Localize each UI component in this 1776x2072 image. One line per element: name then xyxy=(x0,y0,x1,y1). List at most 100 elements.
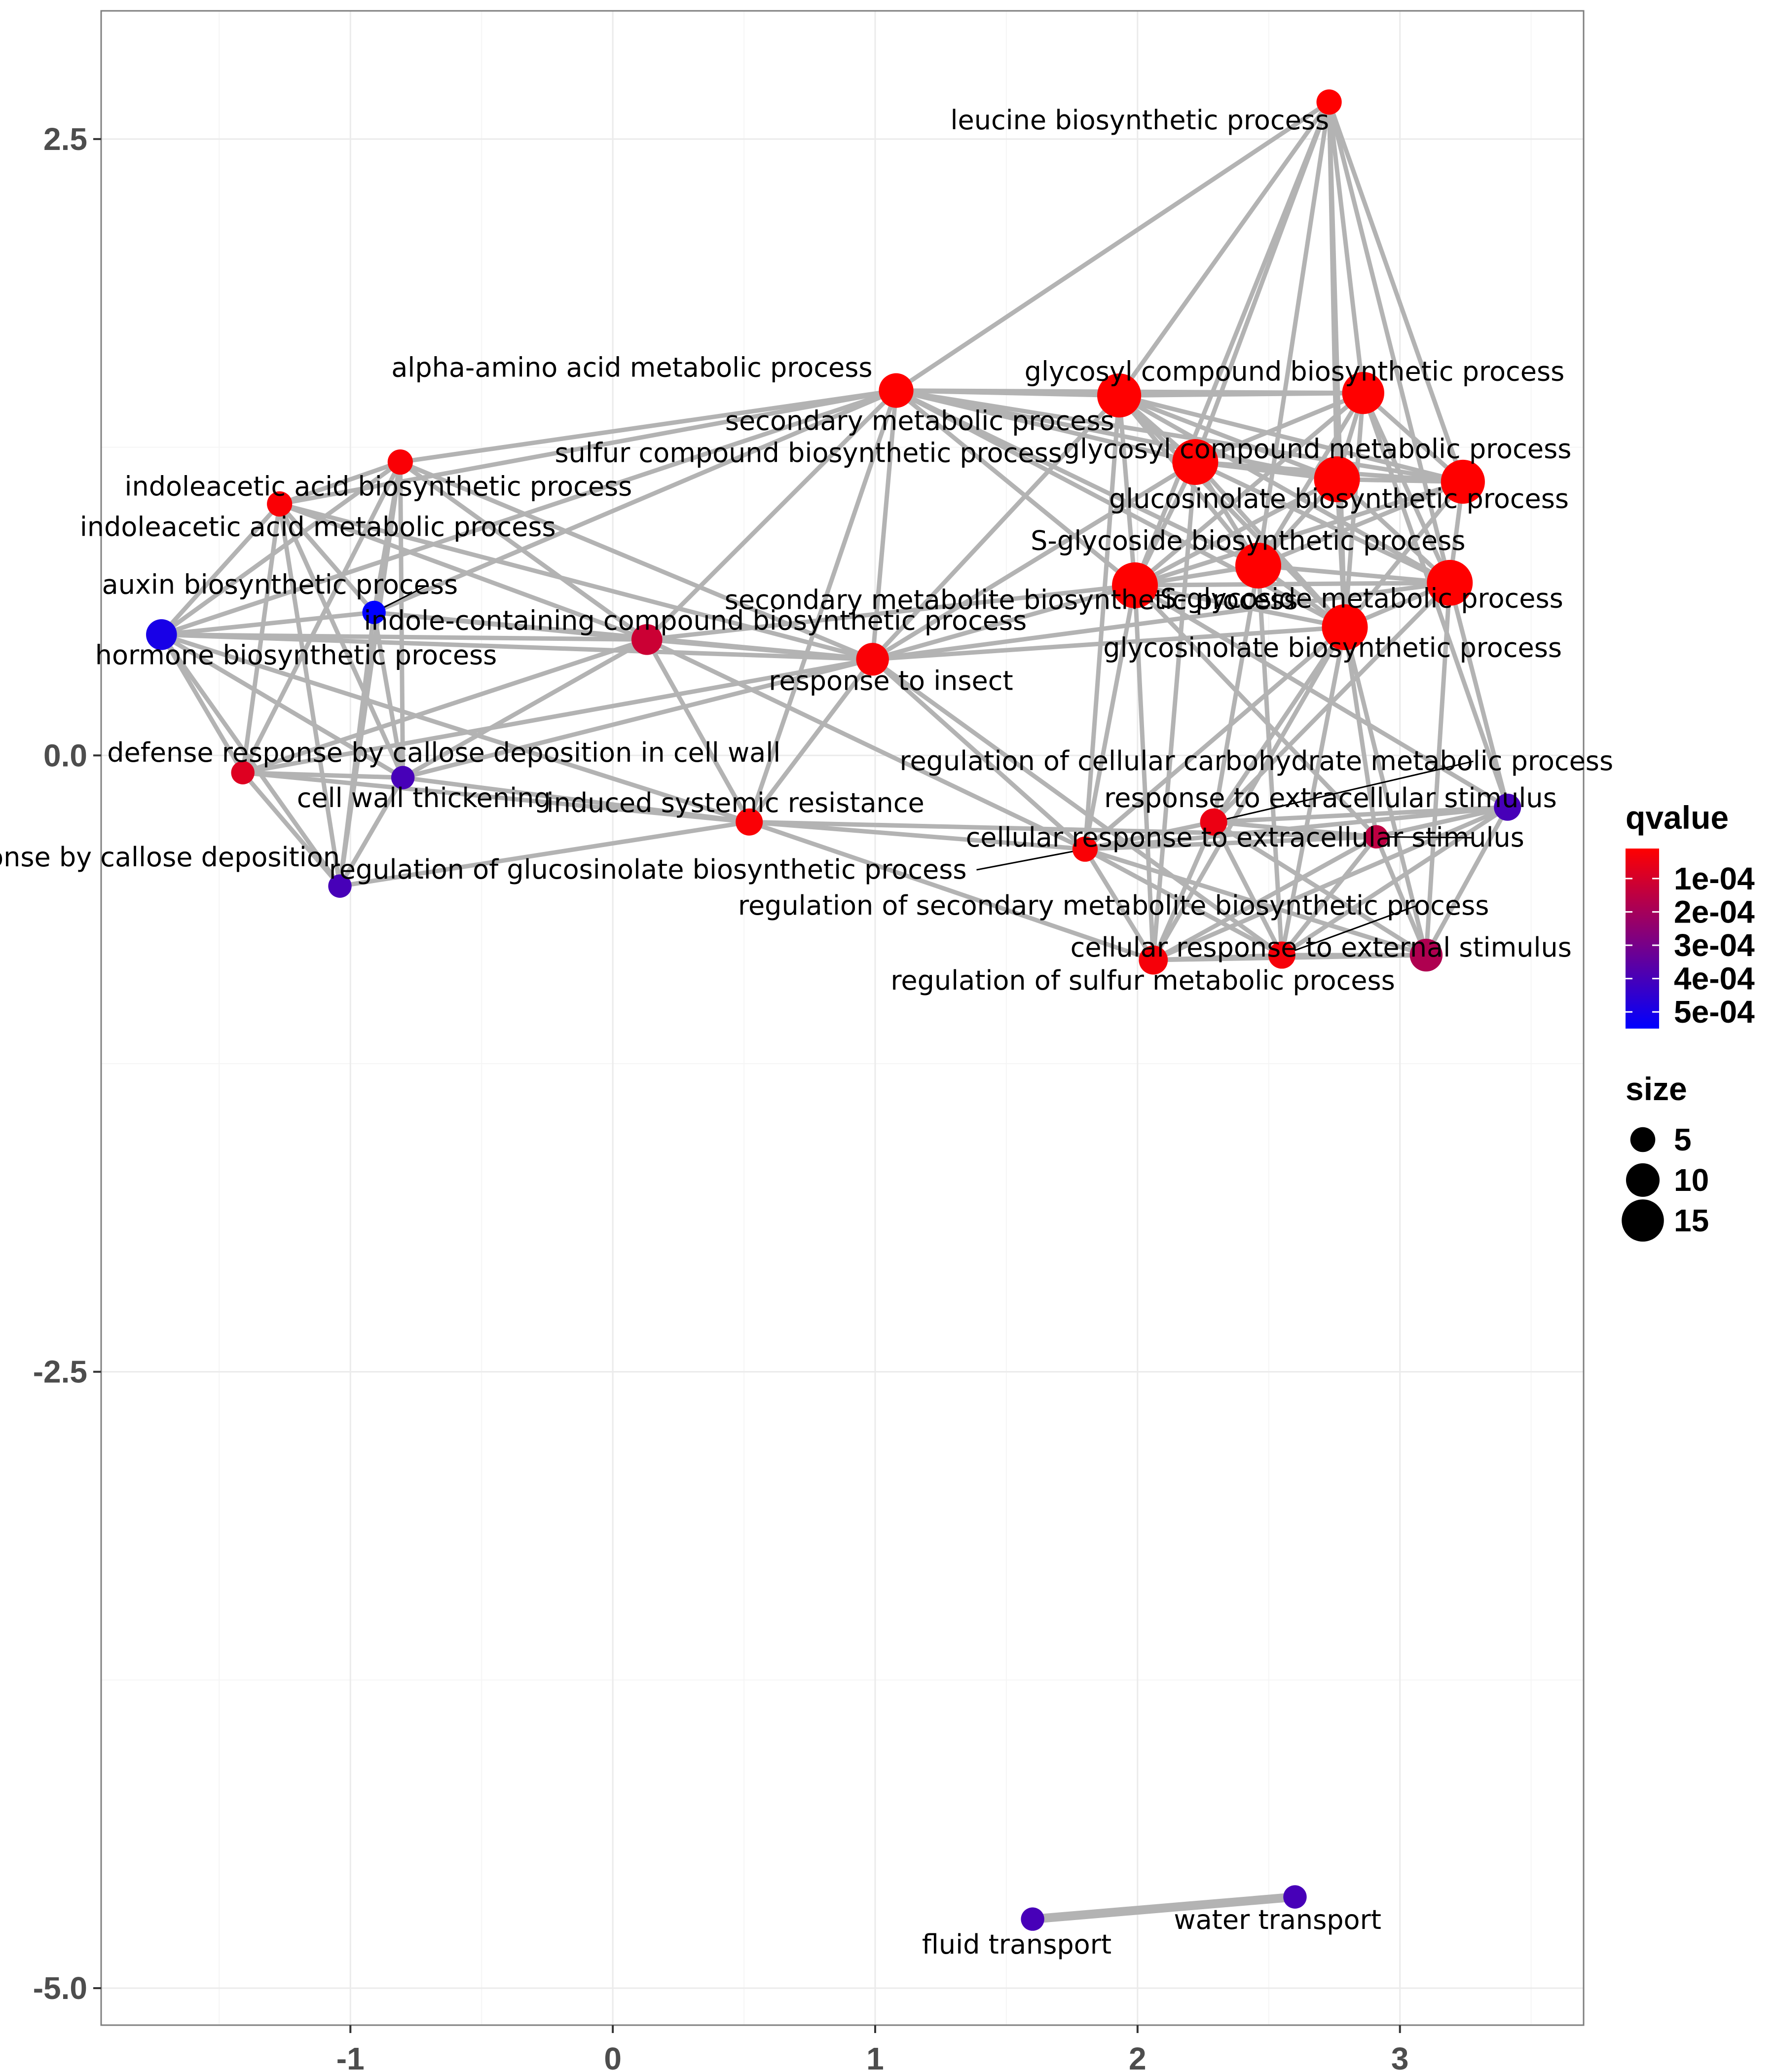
legend-size-key xyxy=(1622,1199,1664,1242)
network-edge xyxy=(159,632,875,662)
network-edge xyxy=(894,388,1138,588)
network-edge xyxy=(277,502,376,615)
axes: -1 0 1 2 3 2.5 0.0 -2.5 -5.0 xyxy=(33,121,1409,2072)
network-edge xyxy=(1133,583,1347,629)
legend-color-title: qvalue xyxy=(1626,799,1729,836)
network-edge xyxy=(1193,460,1452,585)
network-edge xyxy=(1193,460,1339,482)
network-edge xyxy=(398,388,899,465)
node-label-regsulfur: regulation of sulfur metabolic process xyxy=(890,965,1395,996)
node-cellrespext xyxy=(1365,825,1388,849)
node-regglucobio xyxy=(1072,836,1098,862)
network-edge xyxy=(159,460,403,637)
node-sglyc xyxy=(1235,542,1281,589)
network-edge xyxy=(1117,100,1332,398)
x-tick-label: 2 xyxy=(1129,2041,1147,2072)
x-tick-label: 3 xyxy=(1391,2041,1409,2072)
label-leader-lines xyxy=(373,584,1474,956)
node-label-cellrespexternal: cellular response to external stimulus xyxy=(1071,932,1572,963)
network-edge xyxy=(1374,834,1429,958)
network-edge xyxy=(870,625,1347,662)
network-edge xyxy=(240,657,875,775)
network-edge xyxy=(401,775,752,824)
network-edge xyxy=(1327,100,1465,484)
node-label-isr: induced systemic resistance xyxy=(547,787,925,818)
network-edge xyxy=(870,393,1122,662)
network-edge xyxy=(1342,625,1379,839)
node-label-sulfur: sulfur compound biosynthetic process xyxy=(555,438,1062,469)
network-edge xyxy=(1256,391,1366,568)
node-sglycmet xyxy=(1427,559,1473,606)
network-edge xyxy=(159,632,406,780)
network-edge xyxy=(747,819,1379,839)
network-edge xyxy=(747,819,1087,851)
network-edge xyxy=(398,460,875,662)
network-edge xyxy=(159,632,342,888)
x-tick-label: 0 xyxy=(604,2041,622,2072)
network-edge xyxy=(1117,393,1339,482)
node-iaamet xyxy=(267,491,293,517)
node-label-regcarb: regulation of cellular carbohydrate meta… xyxy=(899,745,1613,777)
network-edge xyxy=(870,460,1198,662)
network-edge xyxy=(1133,480,1465,588)
network-edge xyxy=(337,775,406,888)
leader-regsecbio xyxy=(1281,905,1417,956)
network-edge xyxy=(644,637,752,824)
network-edge xyxy=(1082,393,1122,851)
node-auxin xyxy=(362,600,386,625)
network-edge xyxy=(1342,391,1366,629)
y-tick-label: -2.5 xyxy=(33,1354,87,1390)
legend-color-label: 5e-04 xyxy=(1674,994,1755,1030)
network-edge xyxy=(1082,583,1138,851)
network-edge xyxy=(1334,477,1452,585)
node-label-secbio: secondary metabolite biosynthetic proces… xyxy=(725,584,1298,615)
network-edge xyxy=(1256,480,1465,568)
network-edge xyxy=(401,637,649,780)
node-label-hormone: hormone biosynthetic process xyxy=(95,639,497,670)
network-edge xyxy=(747,657,875,824)
network-edge xyxy=(1133,580,1452,588)
network-edge xyxy=(277,502,649,642)
x-tick-label: -1 xyxy=(336,2041,365,2072)
node-label-fluid: fluid transport xyxy=(922,1929,1111,1960)
network-edge xyxy=(1082,819,1216,851)
network-edge xyxy=(240,770,342,888)
network-edge xyxy=(870,657,1087,851)
node-glucobio2 xyxy=(1322,604,1368,650)
network-edge xyxy=(1151,834,1379,962)
network-edge xyxy=(1082,847,1429,958)
network-edge xyxy=(1028,1892,1299,1924)
network-edge xyxy=(747,388,899,824)
network-edge xyxy=(1279,834,1379,958)
node-water xyxy=(1283,1885,1307,1909)
network-edge xyxy=(644,637,875,662)
network-edge xyxy=(1082,847,1284,958)
network-edge xyxy=(1133,583,1156,962)
node-respext xyxy=(1494,793,1521,821)
node-iaabio xyxy=(387,449,413,475)
node-label-leucine: leucine biosynthetic process xyxy=(951,105,1330,136)
network-edge xyxy=(1151,805,1510,962)
legend-color-label: 1e-04 xyxy=(1674,861,1755,896)
node-label-insect: response to insect xyxy=(769,665,1013,696)
network-edge xyxy=(894,388,1260,568)
network-edge xyxy=(644,637,1087,851)
node-callose xyxy=(328,874,352,898)
node-callosewall xyxy=(231,761,255,784)
network-edge xyxy=(277,388,899,507)
node-label-secmet: secondary metabolic process xyxy=(725,406,1114,437)
network-edge xyxy=(1082,834,1379,851)
network-edge xyxy=(398,460,649,642)
node-label-sglyc: S-glycoside biosynthetic process xyxy=(1031,525,1465,556)
plot-panel xyxy=(100,10,1585,2026)
node-label-callosewall: defense response by callose deposition i… xyxy=(107,737,780,768)
network-edge xyxy=(870,583,1138,662)
node-label-cellrespext: cellular response to extracellular stimu… xyxy=(966,822,1524,853)
node-alpha xyxy=(879,373,914,408)
network-edge xyxy=(401,657,875,780)
node-indole xyxy=(631,624,663,655)
network-edge xyxy=(1256,100,1332,568)
node-insect xyxy=(856,643,889,676)
